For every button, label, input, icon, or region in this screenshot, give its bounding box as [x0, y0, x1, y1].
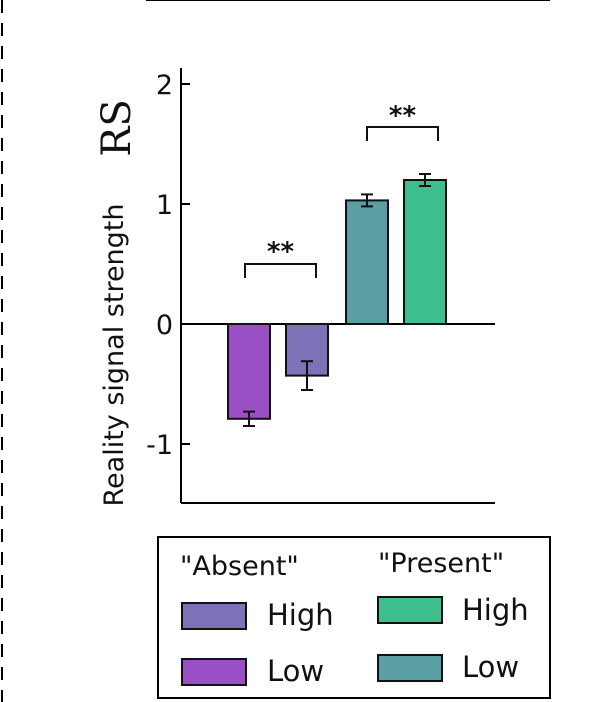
upper-panel-frame [146, 0, 550, 1]
legend-label-present-low: Low [462, 650, 520, 684]
bar-present-low [345, 199, 389, 325]
y-tick-label: 2 [156, 70, 173, 101]
legend-absent-header: "Absent" [180, 551, 299, 582]
significance-bracket [366, 126, 439, 141]
significance-label: ** [267, 237, 295, 267]
significance-label: ** [389, 101, 417, 131]
bar-absent-low [227, 323, 271, 420]
legend-label-present-high: High [462, 593, 529, 627]
legend-present-header: "Present" [378, 548, 505, 579]
y-axis-rs-symbol: RS [94, 99, 140, 157]
legend-swatch-absent-high [181, 602, 247, 630]
dashed-border-line [1, 0, 3, 702]
legend-swatch-present-low [377, 654, 443, 682]
y-tick-label: -1 [146, 430, 173, 461]
bar-chart: -1 0 1 2 ** ** Reality signal strength RS [94, 68, 495, 507]
legend-label-absent-high: High [267, 598, 334, 632]
significance-bracket [244, 263, 317, 278]
legend-swatch-present-high [377, 596, 443, 624]
bar-present-high [403, 179, 447, 325]
y-tick-label: 1 [156, 190, 173, 221]
legend: "Absent" "Present" High High Low Low [157, 536, 551, 699]
legend-label-absent-low: Low [267, 654, 325, 688]
y-tick-label: 0 [156, 310, 173, 341]
legend-swatch-absent-low [181, 658, 247, 686]
y-axis-label: Reality signal strength [99, 203, 130, 506]
